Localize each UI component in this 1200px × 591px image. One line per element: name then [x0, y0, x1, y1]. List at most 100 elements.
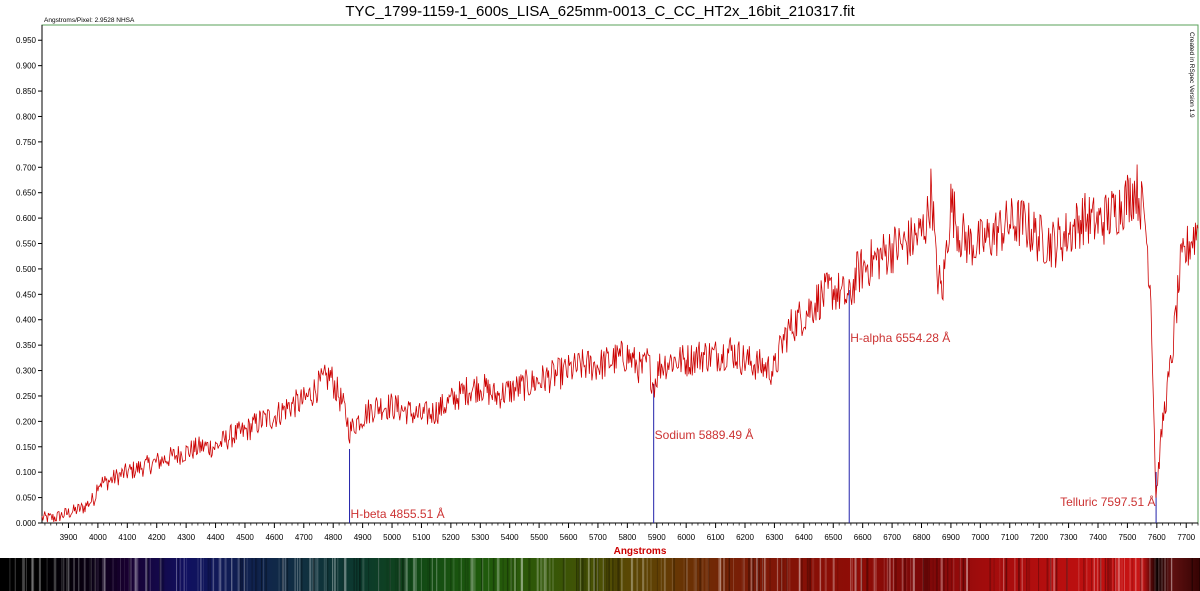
chart-title: TYC_1799-1159-1_600s_LISA_625mm-0013_C_C…	[345, 3, 855, 20]
strip-streak	[820, 558, 822, 591]
strip-streak	[764, 558, 766, 591]
strip-streak	[342, 558, 345, 591]
strip-streak	[578, 558, 580, 591]
strip-streak	[966, 558, 968, 591]
x-tick: 4800	[324, 523, 343, 542]
strip-streak	[162, 558, 165, 591]
strip-streak	[104, 558, 106, 591]
x-tick: 4200	[148, 523, 166, 542]
strip-streak	[584, 558, 587, 591]
x-tick: 4700	[295, 523, 313, 542]
y-tick: 0.000	[16, 519, 42, 528]
strip-streak	[1086, 558, 1088, 591]
strip-streak	[356, 558, 358, 591]
strip-streak	[1093, 558, 1095, 591]
strip-streak	[404, 558, 407, 591]
strip-streak	[90, 558, 92, 591]
strip-streak	[401, 558, 404, 591]
strip-streak	[516, 558, 517, 591]
strip-streak	[851, 558, 852, 591]
strip-streak	[723, 558, 725, 591]
strip-streak	[124, 558, 125, 591]
strip-streak	[145, 558, 148, 591]
strip-streak	[134, 558, 136, 591]
strip-streak	[621, 558, 623, 591]
strip-streak	[261, 558, 263, 591]
strip-streak	[176, 558, 178, 591]
strip-streak	[492, 558, 495, 591]
strip-streak	[332, 558, 334, 591]
strip-streak	[120, 558, 121, 591]
x-tick-label: 4200	[148, 533, 166, 542]
strip-streak	[90, 558, 92, 591]
strip-streak	[436, 558, 438, 591]
y-tick-label: 0.550	[16, 240, 37, 249]
strip-streak	[1106, 558, 1109, 591]
strip-streak	[281, 558, 283, 591]
y-tick: 0.700	[16, 163, 42, 172]
strip-streak	[104, 558, 106, 591]
x-tick: 4500	[236, 523, 254, 542]
strip-streak	[1053, 558, 1056, 591]
strip-streak	[581, 558, 584, 591]
strip-streak	[265, 558, 268, 591]
x-tick-label: 6200	[736, 533, 754, 542]
strip-streak	[861, 558, 863, 591]
x-tick: 6600	[854, 523, 872, 542]
strip-streak	[1099, 558, 1101, 591]
x-tick: 6500	[824, 523, 843, 542]
y-tick: 0.850	[16, 87, 42, 96]
strip-streak	[583, 558, 585, 591]
x-tick-label: 6900	[942, 533, 960, 542]
strip-streak	[1171, 558, 1173, 591]
strip-streak	[65, 558, 68, 591]
strip-streak	[958, 558, 961, 591]
strip-streak	[284, 558, 287, 591]
strip-streak	[414, 558, 417, 591]
strip-streak	[576, 558, 577, 591]
strip-streak	[552, 558, 554, 591]
strip-streak	[597, 558, 599, 591]
strip-streak	[962, 558, 965, 591]
strip-streak	[924, 558, 927, 591]
x-tick: 7300	[1060, 523, 1078, 542]
strip-streak	[88, 558, 90, 591]
strip-streak	[431, 558, 433, 591]
strip-streak	[16, 558, 18, 591]
strip-streak	[1117, 558, 1119, 591]
strip-streak	[464, 558, 467, 591]
x-tick: 4300	[177, 523, 196, 542]
strip-streak	[362, 558, 365, 591]
strip-streak	[776, 558, 779, 591]
x-tick: 4900	[354, 523, 372, 542]
strip-streak	[781, 558, 782, 591]
strip-streak	[1066, 558, 1068, 591]
strip-streak	[528, 558, 531, 591]
x-tick-label: 5000	[383, 533, 401, 542]
strip-streak	[850, 558, 852, 591]
strip-streak	[231, 558, 233, 591]
y-tick: 0.350	[16, 341, 42, 350]
annotation: H-alpha 6554.28 Å	[848, 290, 950, 523]
strip-streak	[631, 558, 632, 591]
strip-streak	[1003, 558, 1005, 591]
strip-streak	[966, 558, 968, 591]
y-tick: 0.250	[16, 392, 42, 401]
strip-streak	[360, 558, 362, 591]
strip-streak	[705, 558, 707, 591]
strip-streak	[855, 558, 857, 591]
x-tick-label: 5500	[530, 533, 548, 542]
strip-streak	[548, 558, 550, 591]
strip-streak	[860, 558, 863, 591]
strip-streak	[460, 558, 462, 591]
strip-streak	[718, 558, 720, 591]
strip-streak	[202, 558, 204, 591]
x-tick: 5500	[530, 523, 549, 542]
x-tick: 6900	[942, 523, 960, 542]
strip-streak	[660, 558, 662, 591]
strip-streak	[579, 558, 581, 591]
x-tick-label: 4100	[118, 533, 136, 542]
strip-streak	[809, 558, 811, 591]
x-tick: 6200	[736, 523, 754, 542]
strip-streak	[178, 558, 179, 591]
